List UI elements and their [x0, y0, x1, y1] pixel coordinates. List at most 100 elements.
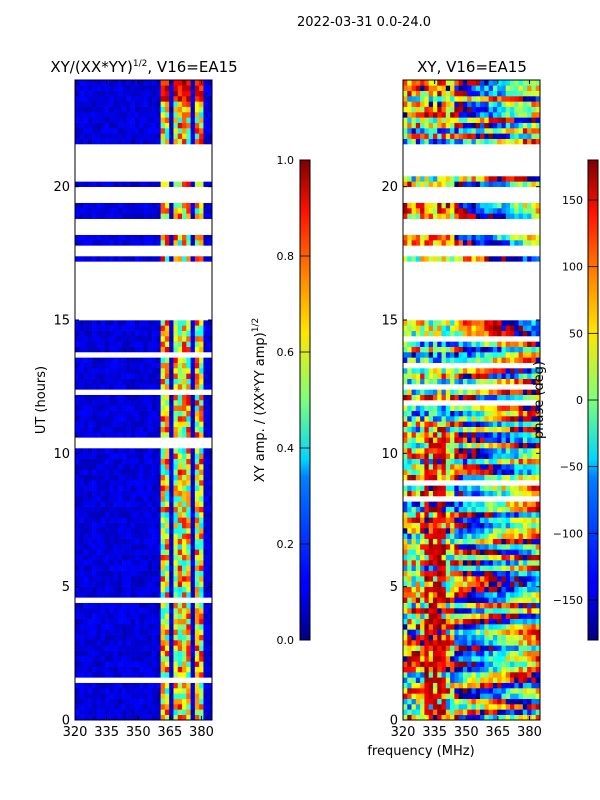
heatmap-cell — [139, 618, 144, 625]
heatmap-cell — [501, 693, 507, 699]
heatmap-cell — [83, 357, 89, 363]
heatmap-cell — [207, 453, 213, 459]
heatmap-cell — [203, 480, 209, 486]
heatmap-cell — [75, 373, 80, 379]
heatmap-cell — [143, 714, 149, 721]
heatmap-cell — [415, 656, 421, 662]
heatmap-cell — [522, 570, 528, 577]
heatmap-cell — [207, 640, 213, 646]
heatmap-cell — [445, 666, 451, 673]
heatmap-cell — [182, 538, 187, 545]
heatmap-cell — [104, 624, 110, 630]
heatmap-cell — [79, 485, 84, 491]
heatmap-cell — [182, 85, 187, 91]
heatmap-cell — [403, 410, 408, 417]
heatmap-cell — [518, 618, 524, 625]
heatmap-cell — [156, 453, 161, 459]
heatmap-cell — [126, 613, 131, 619]
heatmap-cell — [147, 682, 153, 689]
heatmap-cell — [152, 656, 157, 662]
heatmap-cell — [471, 485, 477, 491]
heatmap-cell — [488, 501, 494, 507]
heatmap-cell — [75, 570, 80, 577]
heatmap-cell — [79, 565, 84, 571]
heatmap-cell — [518, 357, 524, 363]
heatmap-cell — [497, 682, 502, 689]
heatmap-cell — [501, 597, 507, 603]
amp-colorbar: 0.00.20.40.60.81.0 XY amp. / (XX*YY amp)… — [251, 154, 311, 647]
heatmap-cell — [454, 608, 459, 614]
heatmap-cell — [518, 666, 524, 673]
heatmap-cell — [104, 362, 110, 369]
heatmap-cell — [527, 677, 532, 683]
heatmap-cell — [117, 704, 123, 710]
heatmap-cell — [407, 608, 412, 614]
heatmap-cell — [156, 538, 161, 545]
heatmap-cell — [428, 544, 434, 550]
heatmap-cell — [420, 528, 425, 534]
heatmap-cell — [130, 634, 136, 641]
heatmap-cell — [122, 208, 127, 214]
heatmap-cell — [441, 378, 447, 385]
heatmap-cell — [152, 384, 157, 390]
heatmap-cell — [122, 512, 127, 518]
heatmap-cell — [510, 394, 515, 401]
heatmap-cell — [160, 453, 166, 459]
heatmap-cell — [83, 469, 89, 475]
heatmap-cell — [194, 672, 200, 678]
heatmap-cell — [122, 368, 127, 374]
heatmap-cell — [147, 346, 153, 353]
heatmap-cell — [164, 645, 170, 651]
heatmap-cell — [437, 640, 442, 646]
heatmap-cell — [445, 464, 451, 470]
heatmap-gap-row — [75, 389, 212, 395]
heatmap-cell — [75, 528, 80, 534]
heatmap-cell — [100, 618, 106, 625]
heatmap-cell — [484, 624, 489, 630]
heatmap-cell — [164, 384, 170, 390]
heatmap-cell — [113, 106, 119, 113]
heatmap-cell — [428, 394, 434, 401]
heatmap-cell — [484, 421, 489, 427]
heatmap-cell — [156, 581, 161, 587]
heatmap-cell — [518, 581, 524, 587]
heatmap-cell — [420, 618, 425, 625]
heatmap-cell — [117, 560, 123, 566]
heatmap-cell — [514, 549, 519, 555]
heatmap-cell — [199, 661, 204, 667]
heatmap-cell — [126, 432, 131, 438]
heatmap-cell — [199, 522, 204, 529]
heatmap-cell — [454, 688, 459, 694]
heatmap-cell — [194, 528, 200, 534]
heatmap-cell — [437, 378, 442, 385]
heatmap-cell — [130, 645, 136, 651]
heatmap-cell — [411, 597, 417, 603]
heatmap-cell — [497, 389, 502, 395]
heatmap-cell — [177, 682, 183, 689]
heatmap-cell — [527, 421, 532, 427]
heatmap-cell — [122, 138, 127, 145]
heatmap-cell — [432, 602, 438, 609]
heatmap-cell — [471, 405, 477, 411]
heatmap-cell — [531, 405, 537, 411]
heatmap-cell — [169, 485, 174, 491]
heatmap-cell — [113, 490, 119, 497]
heatmap-cell — [152, 602, 157, 609]
heatmap-cell — [169, 645, 174, 651]
heatmap-cell — [126, 560, 131, 566]
heatmap-cell — [130, 256, 136, 262]
heatmap-cell — [104, 453, 110, 459]
heatmap-cell — [518, 560, 524, 566]
heatmap-cell — [535, 490, 541, 497]
heatmap-cell — [169, 581, 174, 587]
heatmap-cell — [450, 618, 455, 625]
heatmap-cell — [79, 474, 84, 481]
heatmap-cell — [104, 256, 110, 262]
heatmap-cell — [113, 330, 119, 337]
heatmap-cell — [194, 85, 200, 91]
heatmap-cell — [177, 122, 183, 129]
heatmap-cell — [126, 256, 131, 262]
y-tick-label: 10 — [53, 447, 70, 462]
heatmap-cell — [169, 469, 174, 475]
